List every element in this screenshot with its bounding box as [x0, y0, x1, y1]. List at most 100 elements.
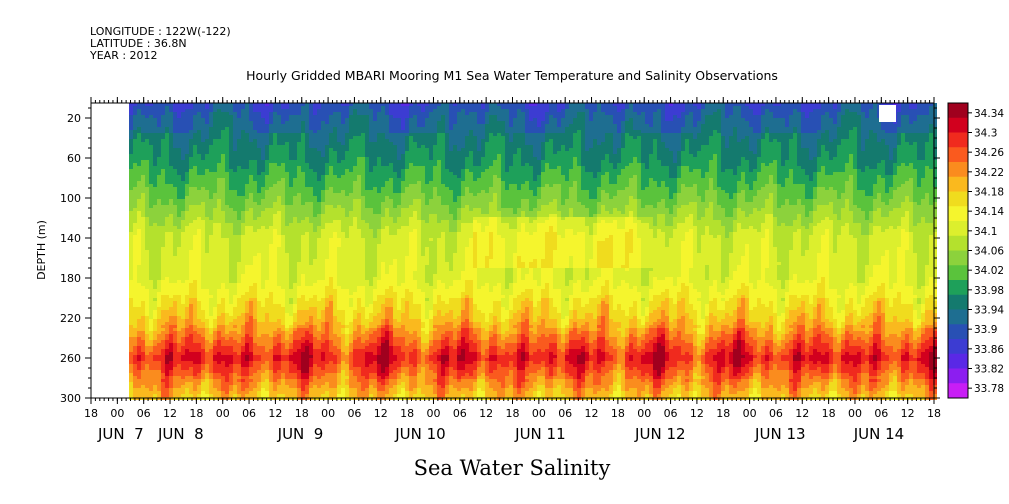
heatmap-cell [173, 334, 177, 337]
heatmap-cell [313, 127, 317, 130]
heatmap-cell [137, 388, 141, 391]
heatmap-cell [265, 163, 269, 166]
heatmap-cell [261, 325, 265, 328]
heatmap-cell [149, 115, 153, 118]
heatmap-cell [201, 142, 205, 145]
heatmap-cell [273, 349, 277, 352]
heatmap-cell [185, 373, 189, 376]
heatmap-cell [257, 208, 261, 211]
heatmap-cell [269, 211, 273, 214]
heatmap-cell [185, 214, 189, 217]
heatmap-cell [205, 103, 209, 106]
heatmap-cell [177, 313, 181, 316]
heatmap-cell [213, 301, 217, 304]
heatmap-cell [289, 193, 293, 196]
heatmap-cell [317, 157, 321, 160]
heatmap-cell [177, 223, 181, 226]
heatmap-cell [189, 112, 193, 115]
heatmap-cell [273, 247, 277, 250]
heatmap-cell [301, 103, 305, 106]
heatmap-cell [205, 313, 209, 316]
heatmap-cell [233, 124, 237, 127]
heatmap-cell [305, 304, 309, 307]
heatmap-cell [273, 253, 277, 256]
heatmap-cell [201, 184, 205, 187]
heatmap-cell [165, 370, 169, 373]
heatmap-cell [197, 214, 201, 217]
heatmap-cell [133, 343, 137, 346]
heatmap-cell [185, 346, 189, 349]
heatmap-cell [141, 304, 145, 307]
heatmap-cell [245, 379, 249, 382]
heatmap-cell [305, 319, 309, 322]
heatmap-cell [165, 217, 169, 220]
heatmap-cell [145, 214, 149, 217]
heatmap-cell [197, 208, 201, 211]
heatmap-cell [245, 262, 249, 265]
heatmap-cell [297, 106, 301, 109]
heatmap-cell [217, 148, 221, 151]
heatmap-cell [289, 334, 293, 337]
heatmap-cell [225, 322, 229, 325]
heatmap-cell [225, 220, 229, 223]
heatmap-cell [249, 373, 253, 376]
heatmap-cell [181, 127, 185, 130]
heatmap-cell [189, 265, 193, 268]
heatmap-cell [129, 343, 133, 346]
heatmap-cell [137, 166, 141, 169]
heatmap-cell [217, 247, 221, 250]
heatmap-cell [133, 373, 137, 376]
heatmap-cell [253, 172, 257, 175]
heatmap-cell [269, 358, 273, 361]
heatmap-cell [289, 163, 293, 166]
heatmap-cell [281, 202, 285, 205]
heatmap-cell [241, 337, 245, 340]
heatmap-cell [149, 166, 153, 169]
heatmap-cell [249, 250, 253, 253]
heatmap-cell [293, 244, 297, 247]
heatmap-cell [189, 196, 193, 199]
heatmap-cell [205, 322, 209, 325]
heatmap-cell [209, 301, 213, 304]
heatmap-cell [277, 256, 281, 259]
heatmap-cell [269, 169, 273, 172]
heatmap-cell [297, 226, 301, 229]
heatmap-cell [257, 364, 261, 367]
heatmap-cell [289, 262, 293, 265]
heatmap-cell [269, 310, 273, 313]
heatmap-cell [269, 253, 273, 256]
heatmap-cell [153, 124, 157, 127]
heatmap-cell [321, 241, 325, 244]
heatmap-cell [241, 250, 245, 253]
heatmap-cell [217, 175, 221, 178]
heatmap-cell [201, 355, 205, 358]
heatmap-cell [317, 379, 321, 382]
heatmap-cell [217, 151, 221, 154]
heatmap-cell [305, 340, 309, 343]
heatmap-cell [285, 286, 289, 289]
heatmap-cell [229, 367, 233, 370]
heatmap-cell [193, 379, 197, 382]
heatmap-cell [153, 145, 157, 148]
heatmap-cell [269, 274, 273, 277]
heatmap-cell [201, 139, 205, 142]
heatmap-cell [253, 295, 257, 298]
heatmap-cell [289, 103, 293, 106]
heatmap-cell [329, 220, 333, 223]
heatmap-cell [233, 118, 237, 121]
heatmap-cell [165, 385, 169, 388]
heatmap-cell [145, 391, 149, 394]
heatmap-cell [185, 391, 189, 394]
heatmap-cell [249, 130, 253, 133]
heatmap-cell [209, 268, 213, 271]
heatmap-cell [285, 262, 289, 265]
heatmap-cell [257, 214, 261, 217]
heatmap-cell [149, 151, 153, 154]
heatmap-cell [281, 175, 285, 178]
heatmap-cell [289, 268, 293, 271]
heatmap-cell [305, 325, 309, 328]
heatmap-cell [321, 337, 325, 340]
heatmap-cell [257, 229, 261, 232]
heatmap-cell [261, 376, 265, 379]
heatmap-cell [197, 337, 201, 340]
